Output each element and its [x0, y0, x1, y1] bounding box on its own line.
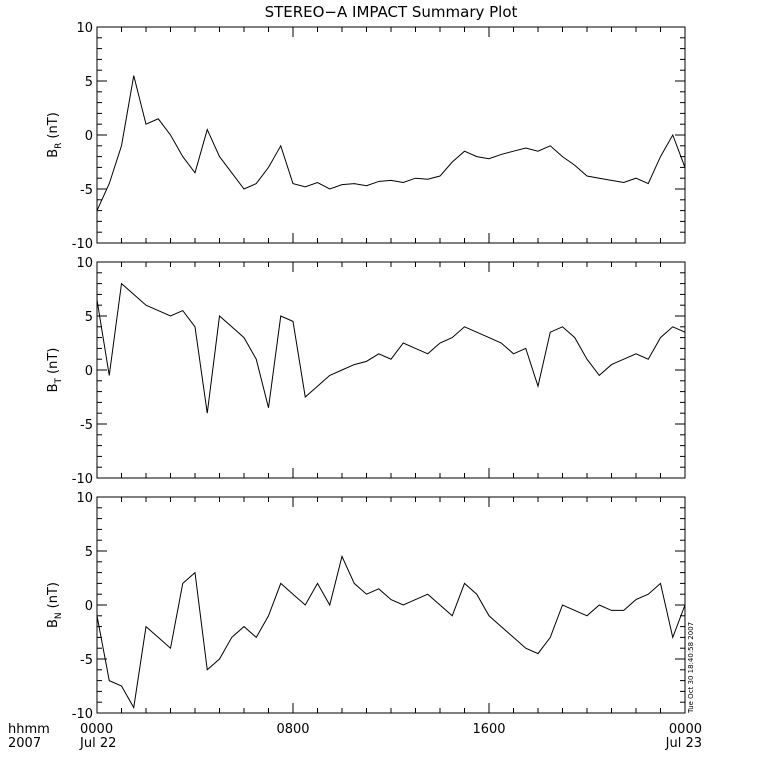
timestamp: Tue Oct 30 18:40:58 2007: [687, 622, 695, 714]
y-axis-label: BN (nT): [46, 582, 64, 628]
y-label-symbol: B: [46, 149, 61, 158]
date-label: Jul 22: [79, 736, 116, 751]
y-label-sub: T: [54, 377, 64, 384]
y-tick-label: 10: [76, 256, 93, 271]
y-tick-label: -5: [80, 183, 93, 198]
y-tick-label: -5: [80, 653, 93, 668]
year-label: 2007: [8, 736, 41, 751]
y-tick-label: 0: [85, 129, 93, 144]
y-label-unit: (nT): [46, 112, 61, 138]
y-label-sub: R: [54, 143, 64, 149]
y-tick-label: 5: [85, 545, 93, 560]
y-tick-label: -10: [72, 237, 93, 252]
y-tick-label: 10: [76, 491, 93, 506]
y-tick-label: -10: [72, 472, 93, 487]
y-tick-label: 5: [85, 75, 93, 90]
y-tick-label: 10: [76, 21, 93, 36]
date-label: Jul 23: [665, 736, 702, 751]
data-line: [96, 554, 686, 710]
plot-frame: [96, 496, 686, 714]
x-tick-label: 0000: [669, 722, 702, 737]
y-label-unit: (nT): [46, 582, 61, 608]
plot-frame: [96, 261, 686, 479]
y-label-sub: N: [54, 612, 64, 619]
chart-title: STEREO−A IMPACT Summary Plot: [265, 3, 518, 21]
y-axis-label: BR (nT): [46, 112, 64, 158]
plot-frame: [96, 26, 686, 244]
y-tick-label: -5: [80, 418, 93, 433]
y-tick-label: 5: [85, 310, 93, 325]
y-label-unit: (nT): [46, 348, 61, 374]
y-label-symbol: B: [46, 619, 61, 628]
x-tick-label: 1600: [472, 722, 505, 737]
x-tick-label: 0800: [276, 722, 309, 737]
y-tick-label: 0: [85, 364, 93, 379]
data-line: [96, 75, 686, 211]
time-label: hhmm: [8, 722, 50, 737]
y-axis-label: BT (nT): [46, 348, 64, 393]
x-tick-label: 0000: [80, 722, 113, 737]
y-tick-label: -10: [72, 707, 93, 722]
y-tick-label: 0: [85, 599, 93, 614]
data-line: [96, 282, 686, 414]
y-label-symbol: B: [46, 383, 61, 392]
